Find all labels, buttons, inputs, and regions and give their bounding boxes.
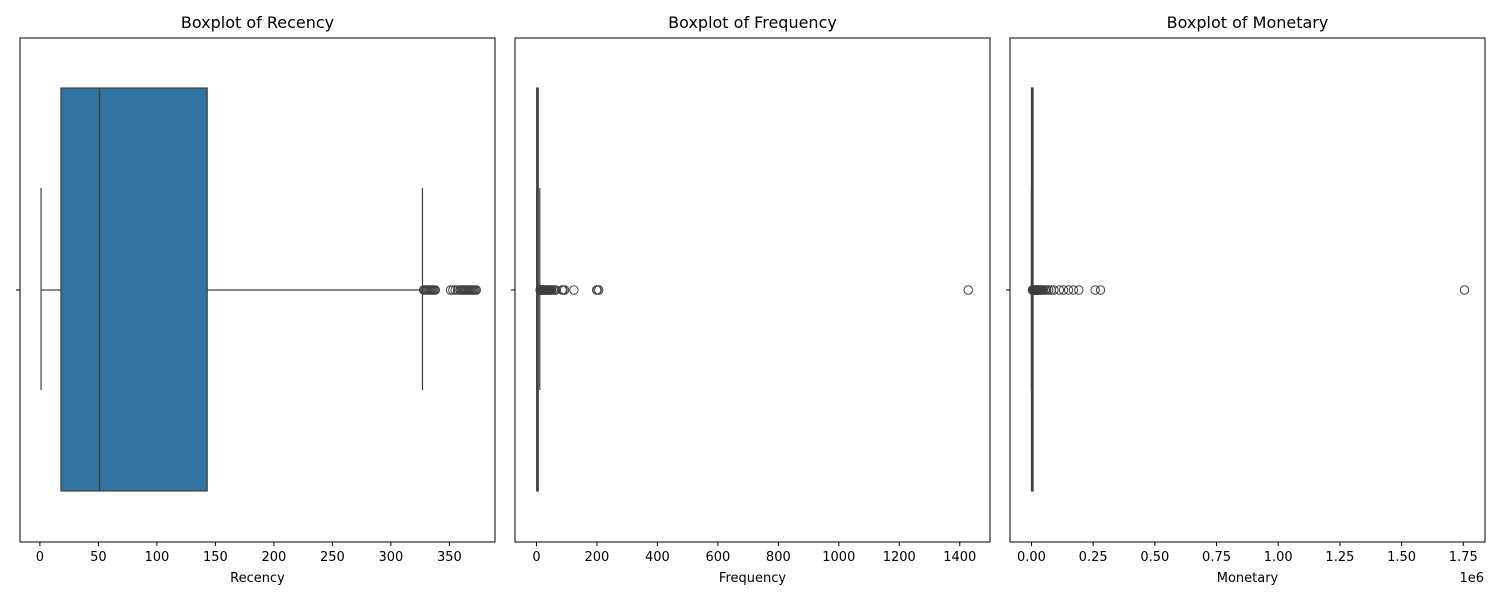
x-tick-label: 1.25 [1325,550,1354,565]
x-axis-label: Frequency [719,571,786,586]
panel-frequency: Boxplot of Frequency 0 200 400 600 800 1000 12… [511,13,991,586]
outlier-point [1090,285,1100,295]
outlier-point [1058,285,1069,295]
x-tick-label: 300 [378,550,403,565]
outlier-point [1074,285,1084,295]
x-tick-label: 250 [320,550,345,565]
axis-scale-note: 1e6 [1459,571,1484,586]
x-axis: 0 50 100 150 200 250 300 350 [36,542,462,565]
x-axis: 0 200 400 600 800 1000 1200 1400 [532,542,976,565]
outlier-point [1063,285,1074,295]
x-tick-label: 1.50 [1387,550,1416,565]
x-tick-label: 100 [144,550,169,565]
x-tick-label: 600 [705,550,730,565]
chart-title: Boxplot of Frequency [668,13,837,32]
outlier-point [1044,285,1054,295]
outlier-point [1459,285,1470,295]
panel-monetary: Boxplot of Monetary 0.00 0.25 0.50 0.75 1.00… [1006,13,1486,586]
outlier-point [594,285,604,295]
outlier-point [1054,285,1065,295]
x-tick-label: 1.75 [1449,550,1478,565]
outlier-point [1049,285,1059,295]
chart-title: Boxplot of Recency [181,13,334,32]
x-tick-label: 800 [766,550,791,565]
plot-area-frame [1009,37,1486,543]
x-axis-label: Recency [230,571,285,586]
x-tick-label: 0.25 [1079,550,1108,565]
box-group [535,87,973,492]
outlier-point [550,285,561,295]
chart-title: Boxplot of Monetary [1167,13,1329,32]
outlier-point [1095,285,1106,295]
x-tick-label: 1000 [822,550,855,565]
x-axis: 0.00 0.25 0.50 0.75 1.00 1.25 1.50 1.75 [1017,542,1478,565]
x-tick-label: 350 [437,550,462,565]
x-tick-label: 1.00 [1264,550,1293,565]
outlier-point [1068,285,1079,295]
x-tick-label: 150 [203,550,228,565]
outlier-point [559,285,570,295]
x-tick-label: 0.00 [1017,550,1046,565]
outlier-point [963,285,973,295]
x-tick-label: 1200 [883,550,916,565]
x-tick-label: 400 [645,550,670,565]
x-tick-label: 50 [90,550,107,565]
outlier-point [471,285,481,295]
x-tick-label: 0 [36,550,44,565]
iqr-box [60,87,208,492]
x-tick-label: 200 [585,550,610,565]
x-tick-label: 200 [261,550,286,565]
outlier-point [430,285,441,295]
box-group [40,87,481,492]
outlier-point [569,285,579,295]
panel-recency: Boxplot of Recency 0 50 100 150 200 250 300 350… [16,13,496,586]
x-tick-label: 1400 [943,550,976,565]
x-tick-label: 0.50 [1140,550,1169,565]
plot-area-frame [514,37,991,543]
outlier-point [445,285,456,295]
x-axis-label: Monetary [1217,571,1279,586]
x-tick-label: 0 [532,550,540,565]
x-tick-label: 0.75 [1202,550,1231,565]
box-group [1027,87,1470,492]
